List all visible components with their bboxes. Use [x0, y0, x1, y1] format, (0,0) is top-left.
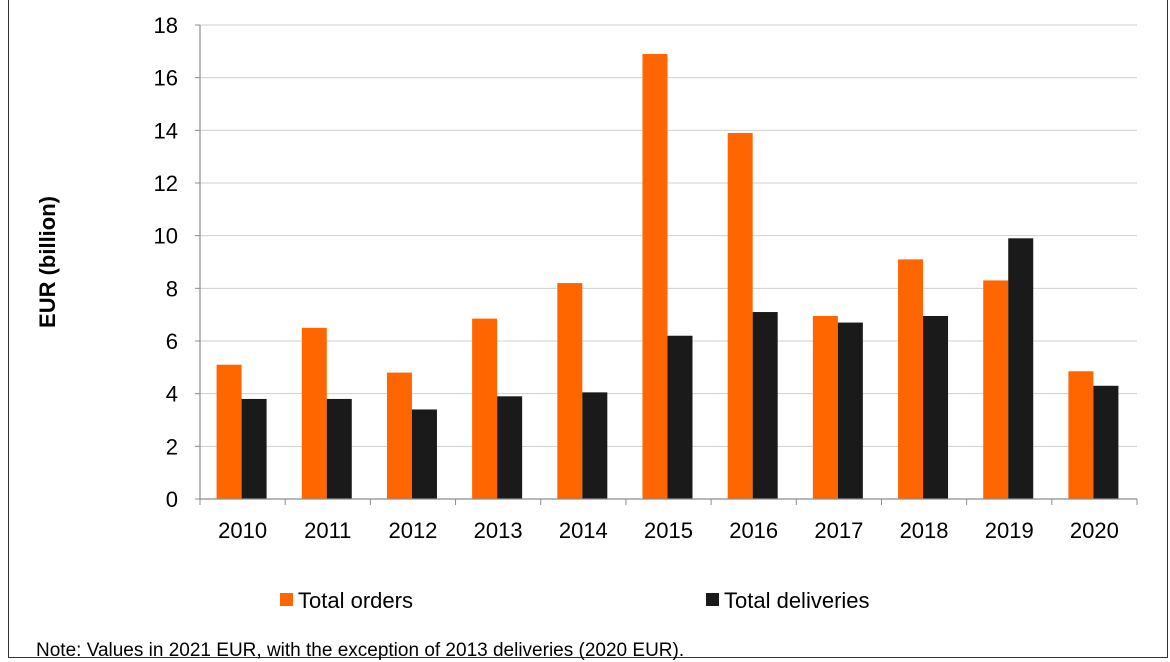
bar-total-orders-2014 — [557, 283, 583, 499]
x-tick-label: 2017 — [814, 518, 863, 543]
bar-total-deliveries-2015 — [667, 335, 693, 499]
legend-swatch — [706, 593, 719, 606]
bar-total-deliveries-2019 — [1008, 238, 1034, 500]
legend: Total orders Total deliveries — [280, 588, 870, 613]
x-tick-labels: 2010 2011 2012 2013 2014 2015 2016 2017 2018 2019… — [218, 518, 1119, 543]
bar-total-deliveries-2010 — [241, 398, 267, 499]
y-tick-label: 12 — [154, 171, 178, 196]
bar-total-orders-2020 — [1068, 371, 1094, 499]
y-axis-label: EUR (billion) — [35, 196, 60, 328]
axes — [195, 24, 1138, 505]
legend-label: Total deliveries — [724, 588, 870, 613]
legend-swatch — [280, 593, 293, 606]
y-tick-label: 14 — [154, 118, 178, 143]
y-tick-label: 2 — [166, 434, 178, 459]
bar-total-deliveries-2014 — [582, 392, 608, 499]
bar-total-deliveries-2020 — [1093, 385, 1119, 499]
gridlines — [200, 24, 1137, 447]
bar-total-deliveries-2011 — [326, 398, 352, 499]
x-tick-label: 2011 — [304, 518, 351, 543]
bar-total-orders-2019 — [983, 280, 1009, 499]
y-tick-label: 0 — [166, 487, 178, 512]
bar-total-deliveries-2018 — [923, 315, 949, 499]
x-tick-label: 2019 — [985, 518, 1034, 543]
bar-total-deliveries-2016 — [752, 312, 778, 499]
legend-label: Total orders — [298, 588, 413, 613]
bar-total-orders-2010 — [216, 364, 242, 499]
bar-total-orders-2017 — [812, 315, 838, 499]
x-tick-label: 2015 — [644, 518, 693, 543]
bar-total-orders-2011 — [301, 327, 327, 499]
x-tick-label: 2020 — [1070, 518, 1119, 543]
bar-total-orders-2012 — [386, 372, 412, 499]
x-tick-label: 2012 — [388, 518, 437, 543]
bar-total-deliveries-2013 — [497, 396, 523, 499]
y-tick-label: 6 — [166, 329, 178, 354]
footnote: Note: Values in 2021 EUR, with the excep… — [36, 640, 685, 661]
bar-total-orders-2018 — [898, 259, 924, 499]
y-tick-label: 8 — [166, 276, 178, 301]
bar-total-orders-2015 — [642, 53, 668, 499]
y-tick-label: 10 — [154, 224, 178, 249]
x-tick-label: 2014 — [559, 518, 608, 543]
bar-total-deliveries-2017 — [837, 322, 863, 499]
x-tick-label: 2018 — [900, 518, 949, 543]
x-tick-label: 2016 — [729, 518, 778, 543]
x-tick-label: 2013 — [474, 518, 523, 543]
bar-total-orders-2013 — [472, 318, 498, 499]
x-tick-label: 2010 — [218, 518, 267, 543]
bar-total-deliveries-2012 — [411, 409, 437, 499]
y-tick-labels: 0 2 4 6 8 10 12 14 16 18 — [154, 13, 178, 512]
bar-total-orders-2016 — [727, 132, 753, 499]
bars — [216, 53, 1119, 500]
y-tick-label: 4 — [166, 382, 178, 407]
y-tick-label: 16 — [154, 66, 178, 91]
y-tick-label: 18 — [154, 13, 178, 38]
